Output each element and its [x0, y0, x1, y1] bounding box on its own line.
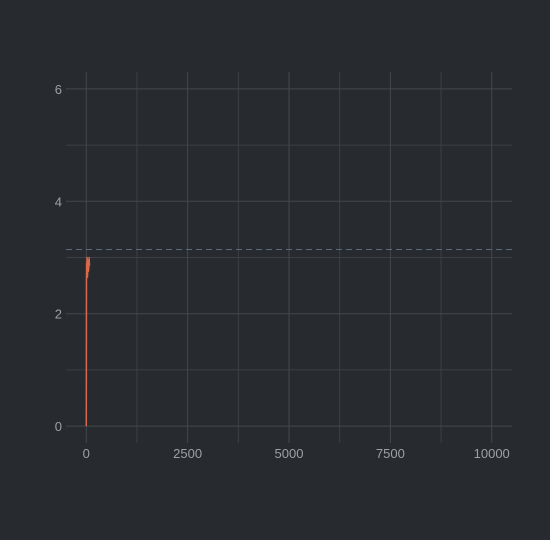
y-tick-label-0: 0: [55, 419, 62, 434]
series-layer: [85, 256, 91, 427]
x-tick-label-0: 0: [83, 446, 90, 461]
y-tick-label-2: 4: [55, 194, 62, 209]
x-tick-label-4: 10000: [474, 446, 510, 461]
x-tick-label-2: 5000: [275, 446, 304, 461]
x-tick-label-1: 2500: [173, 446, 202, 461]
y-tick-label-3: 6: [55, 82, 62, 97]
tick-label-layer: 0 2500 5000 7500 10000 0 2 4 6: [55, 82, 510, 461]
y-tick-label-1: 2: [55, 307, 62, 322]
x-tick-label-3: 7500: [376, 446, 405, 461]
series-line-estimate: [85, 256, 91, 427]
grid-layer: [66, 72, 512, 443]
